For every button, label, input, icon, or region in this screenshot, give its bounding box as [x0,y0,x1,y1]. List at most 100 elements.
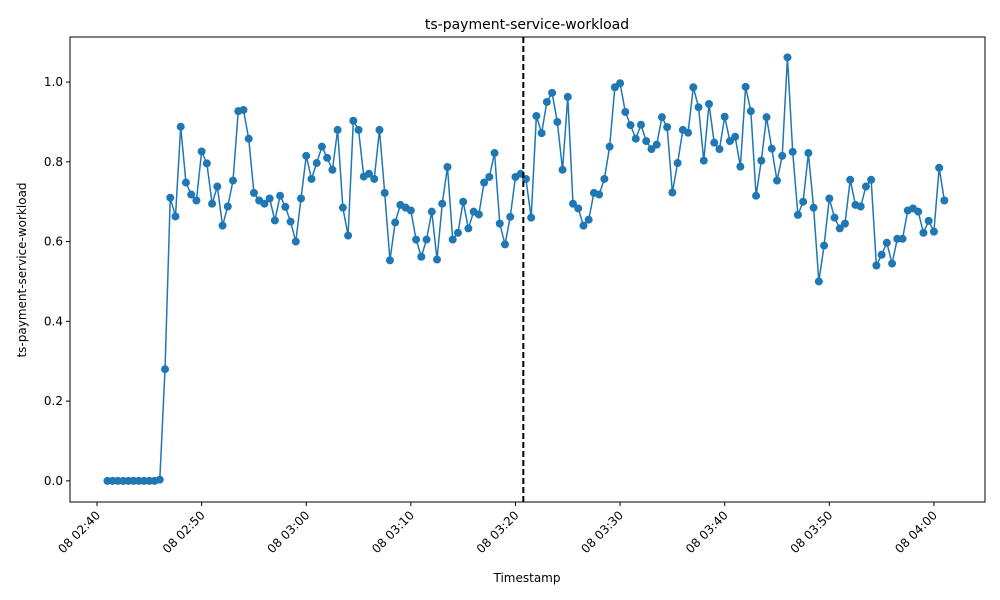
point [705,99,714,108]
point [762,113,771,122]
point [281,202,290,211]
point [888,259,897,268]
plot-frame [69,36,986,503]
point [181,178,190,187]
point [385,256,394,265]
point [323,153,332,162]
point [647,145,656,154]
point [553,117,562,126]
point [595,190,604,199]
point [673,159,682,168]
point [464,224,473,233]
point [820,241,829,250]
point [731,132,740,141]
point [297,194,306,203]
point [485,172,494,181]
point [830,213,839,222]
point [799,197,808,206]
point [584,215,593,224]
point [935,163,944,172]
point [307,174,316,183]
point [877,250,886,259]
point [898,234,907,243]
point [668,188,677,197]
point [270,216,279,225]
point [783,53,792,62]
point [699,156,708,165]
point [406,206,415,215]
point [187,190,196,199]
point [527,213,536,222]
point [302,151,311,160]
point [616,79,625,88]
point [229,176,238,185]
point [291,237,300,246]
point [312,159,321,168]
point [793,210,802,219]
point [365,169,374,178]
point [202,159,211,168]
point [370,174,379,183]
point [725,137,734,146]
point [213,182,222,191]
point [825,194,834,203]
point [427,207,436,216]
point [286,217,295,226]
point [710,138,719,147]
point [804,149,813,158]
point [778,151,787,160]
point [736,162,745,171]
point [223,202,232,211]
point [767,144,776,153]
point [882,238,891,247]
y-tick-label: 0.6 [44,235,63,249]
point [338,203,347,212]
point [176,122,185,131]
point [380,188,389,197]
point [161,365,170,374]
point [412,235,421,244]
point [495,219,504,228]
point [840,219,849,228]
point [354,125,363,134]
point [637,120,646,129]
point [715,145,724,154]
y-axis-label: ts-payment-service-workload [15,182,29,357]
point [846,175,855,184]
point [746,107,755,116]
point [344,231,353,240]
point [501,240,510,249]
y-tick-label: 0.2 [44,394,63,408]
point [814,277,823,286]
point [155,475,164,484]
point [506,212,515,221]
point [333,125,342,134]
point [914,207,923,216]
y-tick-label: 1.0 [44,75,63,89]
point [574,204,583,213]
point [317,142,326,151]
y-tick-label: 0.0 [44,474,63,488]
point [872,261,881,270]
point [480,178,489,187]
point [689,83,698,92]
point [532,111,541,120]
point [741,82,750,91]
point [328,165,337,174]
point [265,194,274,203]
point [788,147,797,156]
point [861,182,870,191]
point [919,228,928,237]
point [772,176,781,185]
point [657,113,666,122]
point [579,221,588,230]
point [433,255,442,264]
point [171,212,180,221]
point [244,134,253,143]
point [192,196,201,205]
point [249,188,258,197]
point [453,228,462,237]
point [417,252,426,261]
point [569,199,578,208]
